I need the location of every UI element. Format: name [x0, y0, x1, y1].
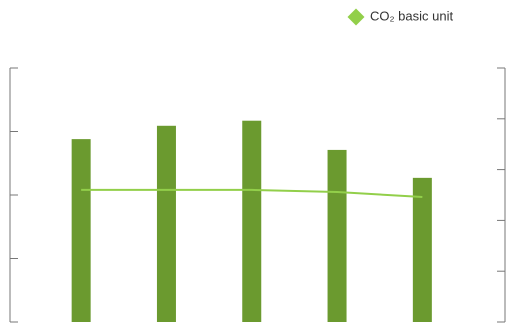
bar	[327, 149, 347, 322]
bar	[412, 177, 432, 322]
bar	[71, 139, 91, 322]
bar	[242, 120, 262, 322]
line	[81, 188, 423, 199]
bar	[156, 125, 176, 322]
legend-marker	[347, 8, 365, 26]
legend-label: CO₂ basic unit	[370, 8, 453, 23]
